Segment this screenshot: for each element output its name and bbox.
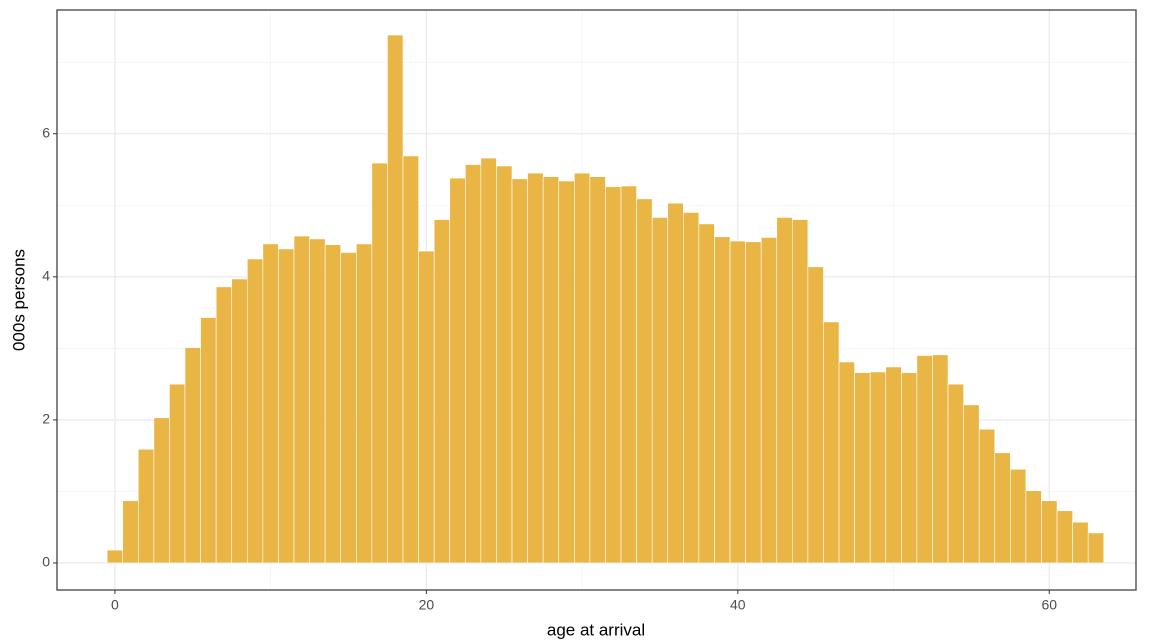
bar — [589, 176, 606, 564]
bar — [137, 448, 155, 564]
bar — [355, 243, 373, 564]
bar — [916, 355, 933, 564]
bar — [683, 212, 700, 564]
bar — [760, 237, 778, 564]
bar — [1087, 532, 1105, 564]
bar — [1041, 500, 1058, 564]
bar — [854, 372, 871, 564]
bar — [371, 162, 388, 564]
bar — [387, 34, 404, 564]
bar — [1025, 490, 1042, 564]
bar — [309, 238, 326, 564]
bar — [340, 252, 357, 564]
bar — [1010, 468, 1027, 564]
bar — [698, 223, 715, 564]
bar — [994, 452, 1011, 564]
bar — [153, 417, 170, 564]
bar — [106, 549, 124, 564]
bar — [885, 366, 902, 564]
y-tick-label: 0 — [42, 554, 50, 570]
x-tick-label: 40 — [730, 597, 746, 613]
x-tick-label: 0 — [111, 597, 119, 613]
bar — [215, 286, 233, 564]
bar — [200, 317, 217, 564]
bar — [418, 250, 435, 564]
bar — [620, 185, 637, 564]
bar — [947, 383, 964, 564]
bar — [558, 180, 575, 564]
bar — [823, 321, 840, 564]
bar — [511, 178, 528, 564]
bar — [776, 217, 793, 564]
bar — [480, 157, 497, 564]
bar — [807, 266, 824, 564]
y-axis-title: 000s persons — [9, 249, 28, 351]
bar — [527, 172, 544, 564]
bar — [262, 243, 279, 564]
x-tick-label: 60 — [1041, 597, 1057, 613]
bar — [901, 372, 918, 564]
y-tick-label: 4 — [42, 268, 50, 284]
bar — [246, 258, 264, 564]
panel-border — [56, 9, 1137, 591]
bar — [745, 241, 762, 564]
bar — [605, 186, 622, 564]
bar — [231, 278, 248, 564]
bar — [729, 240, 746, 564]
bar — [278, 248, 295, 564]
y-tick-label: 6 — [42, 124, 50, 140]
bar — [122, 500, 139, 564]
bar — [496, 165, 513, 564]
bar — [714, 236, 731, 564]
bar — [574, 172, 591, 564]
bar — [636, 198, 653, 564]
bar — [449, 177, 466, 564]
bar — [433, 219, 451, 564]
bar — [324, 244, 342, 564]
bar — [293, 235, 310, 564]
y-tick-label: 2 — [42, 411, 50, 427]
bar — [978, 428, 996, 564]
bar — [465, 164, 482, 564]
bar — [402, 155, 419, 564]
x-tick-label: 20 — [419, 597, 435, 613]
bar — [542, 176, 560, 564]
bar — [169, 383, 186, 564]
bar — [792, 219, 809, 564]
bar — [1072, 521, 1089, 564]
bar — [932, 354, 949, 564]
bar — [838, 361, 855, 564]
bar — [963, 404, 980, 564]
x-axis-title: age at arrival — [547, 620, 645, 639]
bar — [184, 347, 201, 564]
bar — [1056, 510, 1073, 564]
bar — [667, 202, 684, 564]
bar — [651, 217, 669, 564]
bar — [869, 371, 887, 564]
